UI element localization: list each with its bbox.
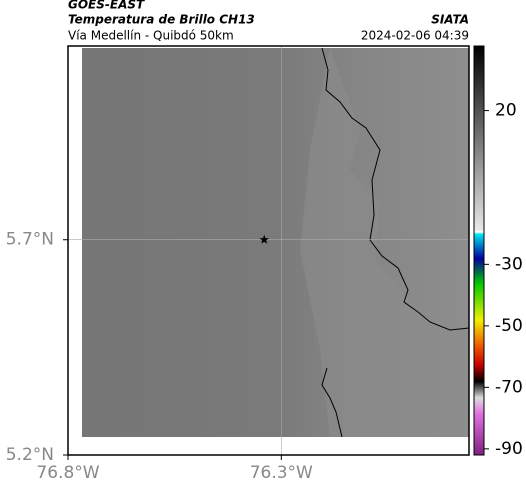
map-frame [67,45,470,456]
source: SIATA [431,13,469,27]
colorbar-tick-label: 20 [495,101,517,121]
y-tick-label: 5.7°N [6,230,54,250]
border-line [321,47,470,331]
border-line [321,367,343,438]
terrain-shade [300,48,469,437]
colorbar-tick-label: -70 [495,377,523,397]
title: GOES-EAST [68,0,145,12]
colorbar-tick-label: -90 [495,439,523,459]
timestamp: 2024-02-06 04:39 [361,29,469,43]
colorbar-tick-label: -50 [495,316,523,336]
x-tick-label: 76.8°W [36,463,99,483]
colorbar [473,45,485,456]
route: Vía Medellín - Quibdó 50km [68,29,234,43]
subtitle: Temperatura de Brillo CH13 [68,13,255,27]
location-marker [259,234,269,244]
x-tick-label: 76.3°W [250,463,313,483]
colorbar-tick-label: -30 [495,254,523,274]
y-tick-label: 5.2°N [6,445,54,465]
